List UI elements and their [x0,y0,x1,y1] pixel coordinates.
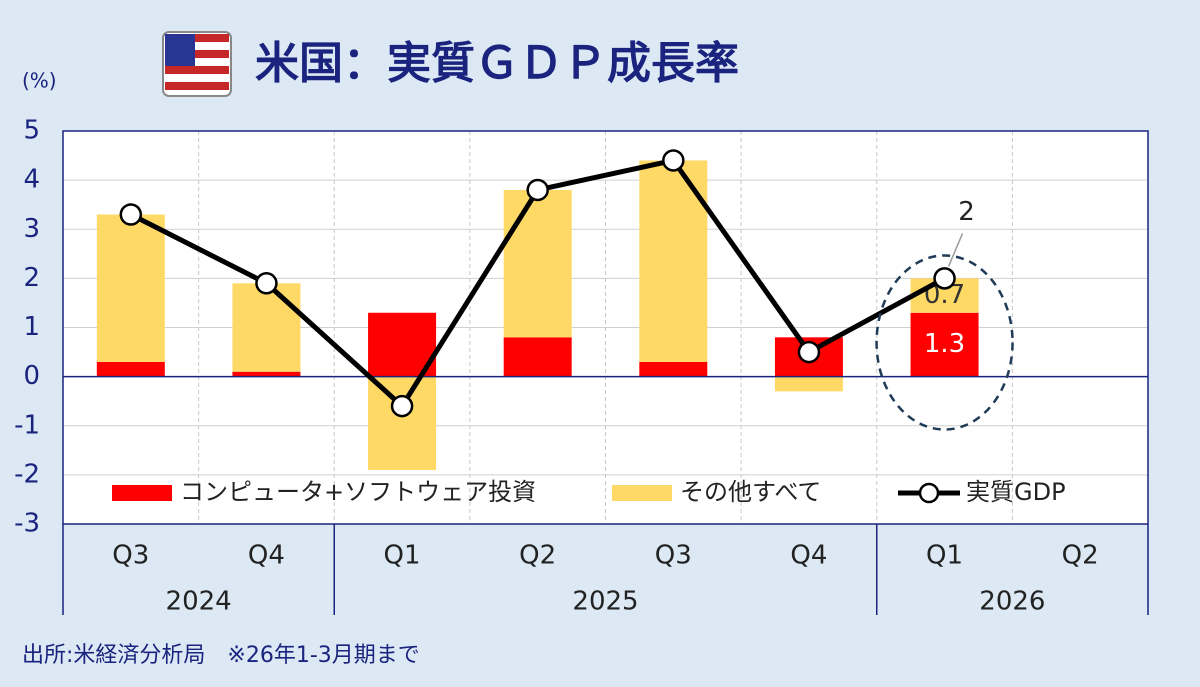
x-tick-label: Q1 [384,541,421,571]
bar [96,361,165,377]
bar [232,283,301,372]
x-tick-label: Q3 [655,541,692,571]
y-tick-label: -2 [14,459,40,489]
group-label: 2026 [979,587,1045,617]
marker [526,178,549,202]
legend-label: 実質GDP [966,478,1066,506]
bar [503,189,572,338]
x-tick-label: Q4 [790,541,827,571]
highlight [875,254,1014,431]
leader-line [947,233,964,267]
marker [390,394,414,418]
chart-title: 米国：実質ＧＤＰ成長率 [255,38,739,89]
y-tick-label: 1 [23,312,40,342]
x-tick-label: Q2 [1062,541,1099,571]
y-tick-label: 4 [23,165,40,195]
bar [639,361,708,377]
bar [96,214,165,362]
flag [162,31,232,97]
plot-border [62,130,1149,525]
group-label: 2025 [572,587,638,617]
legend-label: その他すべて [680,478,821,506]
legend-label: コンピュータ+ソフトウェア投資 [180,478,536,506]
x-tick-label: Q3 [112,541,149,571]
value-label: 2 [958,197,975,227]
bar [368,376,437,470]
source-note: 出所:米経済分析局 ※26年1-3月期まで [22,643,420,668]
legend-swatch [612,485,672,501]
marker [797,340,821,364]
y-tick-label: 3 [23,214,40,244]
y-tick-label: -3 [14,509,40,539]
bar [503,337,572,377]
legend-marker [918,482,940,504]
legend-swatch [112,485,172,501]
marker [119,203,143,226]
marker [933,267,956,290]
y-tick-label: 2 [23,263,40,293]
bar [232,371,301,377]
value-label: 1.3 [924,329,965,359]
x-tick-label: Q2 [519,541,556,571]
bar [910,312,979,377]
x-tick-label: Q4 [248,541,285,571]
group-label: 2024 [166,587,232,617]
marker [662,149,685,172]
y-tick-label: -1 [14,410,40,440]
marker [255,272,278,295]
x-tick-label: Q1 [926,541,963,571]
y-unit: (%) [22,69,57,93]
y-tick-label: 5 [23,116,40,146]
y-tick-label: 0 [23,361,40,391]
bar [774,376,843,392]
